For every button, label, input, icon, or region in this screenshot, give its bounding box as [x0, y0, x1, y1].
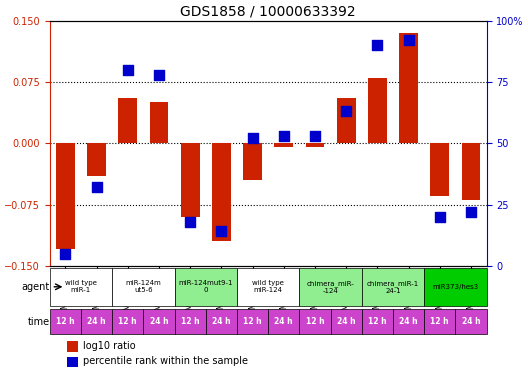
Text: wild type
miR-124: wild type miR-124 — [252, 280, 284, 293]
Point — [155, 72, 163, 78]
Bar — [399, 33, 418, 143]
Bar — [56, 143, 75, 249]
FancyBboxPatch shape — [237, 309, 268, 334]
Text: 24 h: 24 h — [461, 317, 480, 326]
Text: 24 h: 24 h — [337, 317, 355, 326]
Text: miR373/hes3: miR373/hes3 — [432, 284, 478, 290]
Point — [248, 135, 257, 141]
Point — [373, 42, 382, 48]
Text: 12 h: 12 h — [306, 317, 324, 326]
Bar — [67, 341, 78, 352]
Point — [404, 38, 413, 44]
Text: 24 h: 24 h — [87, 317, 106, 326]
Text: wild type
miR-1: wild type miR-1 — [65, 280, 97, 293]
Text: percentile rank within the sample: percentile rank within the sample — [82, 356, 248, 366]
Point — [342, 108, 351, 114]
Text: 24 h: 24 h — [149, 317, 168, 326]
Bar — [461, 143, 480, 201]
FancyBboxPatch shape — [393, 309, 424, 334]
Point — [92, 184, 101, 190]
Text: 24 h: 24 h — [212, 317, 231, 326]
FancyBboxPatch shape — [206, 309, 237, 334]
Text: 12 h: 12 h — [430, 317, 449, 326]
Text: 12 h: 12 h — [56, 317, 74, 326]
Text: chimera_miR-1
24-1: chimera_miR-1 24-1 — [367, 280, 419, 294]
Bar — [368, 78, 387, 143]
FancyBboxPatch shape — [424, 268, 487, 306]
Text: 12 h: 12 h — [118, 317, 137, 326]
Text: 12 h: 12 h — [243, 317, 262, 326]
FancyBboxPatch shape — [50, 309, 81, 334]
FancyBboxPatch shape — [112, 268, 175, 306]
Title: GDS1858 / 10000633392: GDS1858 / 10000633392 — [181, 4, 356, 18]
Bar — [275, 143, 293, 147]
Text: miR-124m
ut5-6: miR-124m ut5-6 — [126, 280, 161, 293]
Point — [61, 251, 70, 257]
FancyBboxPatch shape — [424, 309, 456, 334]
FancyBboxPatch shape — [299, 268, 362, 306]
FancyBboxPatch shape — [268, 309, 299, 334]
Bar — [87, 143, 106, 176]
Text: 12 h: 12 h — [368, 317, 386, 326]
Text: log10 ratio: log10 ratio — [82, 340, 135, 351]
Bar — [306, 143, 324, 147]
FancyBboxPatch shape — [456, 309, 487, 334]
FancyBboxPatch shape — [112, 309, 144, 334]
Point — [186, 219, 194, 225]
Point — [467, 209, 475, 215]
Bar — [337, 98, 355, 143]
Bar — [212, 143, 231, 241]
FancyBboxPatch shape — [237, 268, 299, 306]
Text: 24 h: 24 h — [275, 317, 293, 326]
FancyBboxPatch shape — [175, 309, 206, 334]
Point — [217, 228, 225, 234]
FancyBboxPatch shape — [362, 268, 424, 306]
FancyBboxPatch shape — [144, 309, 175, 334]
Bar — [149, 102, 168, 143]
Bar — [243, 143, 262, 180]
Text: agent: agent — [22, 282, 50, 292]
FancyBboxPatch shape — [299, 309, 331, 334]
Text: 24 h: 24 h — [399, 317, 418, 326]
Point — [436, 214, 444, 220]
Bar — [181, 143, 200, 217]
Bar — [430, 143, 449, 196]
Bar — [118, 98, 137, 143]
FancyBboxPatch shape — [175, 268, 237, 306]
Text: time: time — [27, 317, 50, 327]
FancyBboxPatch shape — [50, 268, 112, 306]
Text: miR-124mut9-1
0: miR-124mut9-1 0 — [178, 280, 233, 293]
FancyBboxPatch shape — [362, 309, 393, 334]
Point — [124, 67, 132, 73]
Bar — [67, 357, 78, 368]
Point — [279, 133, 288, 139]
FancyBboxPatch shape — [331, 309, 362, 334]
Text: 12 h: 12 h — [181, 317, 200, 326]
FancyBboxPatch shape — [81, 309, 112, 334]
Point — [311, 133, 319, 139]
Text: chimera_miR-
-124: chimera_miR- -124 — [307, 280, 354, 294]
